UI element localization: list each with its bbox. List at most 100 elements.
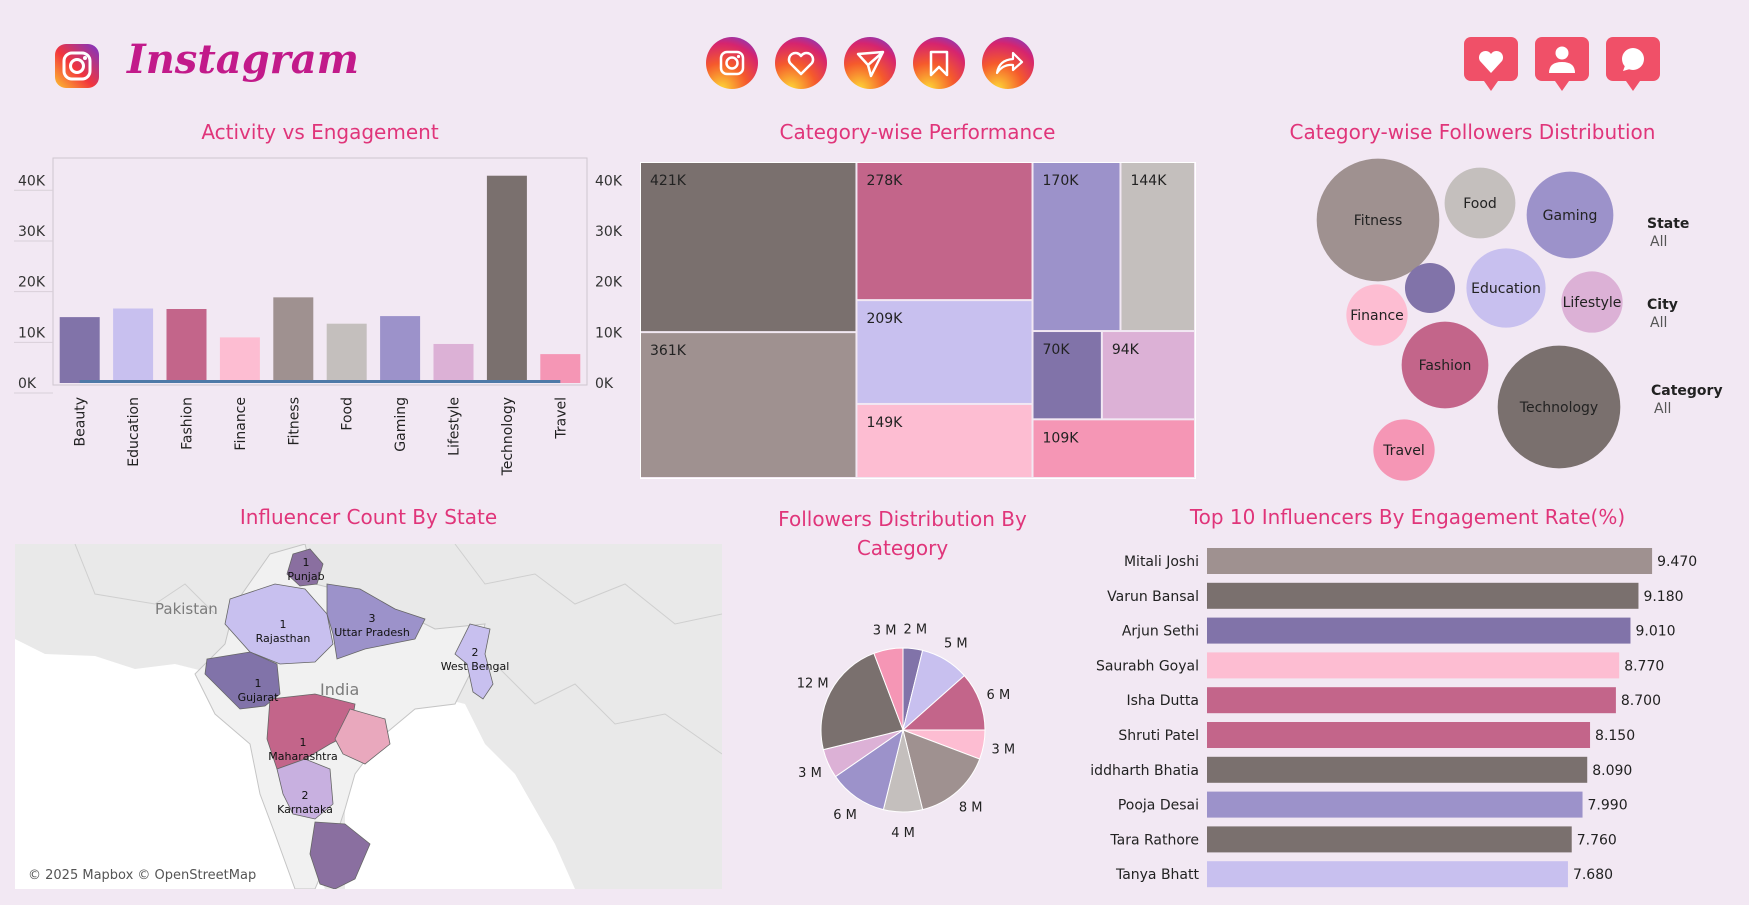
activity-bar-gaming[interactable]	[380, 316, 421, 383]
top10-value: 9.010	[1635, 624, 1675, 640]
activity-bar-travel[interactable]	[540, 354, 581, 383]
bubble-gaming[interactable]	[1526, 171, 1614, 259]
top10-value: 9.470	[1657, 554, 1697, 570]
map-country-label: India	[320, 680, 360, 699]
top10-name: Isha Dutta	[1126, 693, 1199, 709]
pie-slice-label: 6 M	[833, 808, 857, 823]
top10-bar[interactable]	[1207, 791, 1583, 818]
comment-badge-icon[interactable]	[1606, 37, 1660, 91]
map-canvas	[15, 544, 722, 889]
send-icon[interactable]	[844, 37, 896, 89]
bubble-food[interactable]	[1444, 167, 1516, 239]
treemap-tile-food[interactable]	[1121, 163, 1194, 331]
bubble-lifestyle[interactable]	[1561, 271, 1623, 333]
bubble-technology[interactable]	[1497, 345, 1621, 469]
treemap-tile-label: 149K	[866, 415, 903, 431]
pie-slice-label: 3 M	[798, 766, 822, 781]
map-label-gujarat: 1 Gujarat	[208, 677, 308, 705]
pie-slice-travel[interactable]	[873, 647, 904, 731]
activity-plot-frame	[52, 157, 588, 386]
activity-bar-education[interactable]	[113, 308, 154, 383]
filter-state[interactable]: State All	[1647, 216, 1689, 250]
treemap-tile-fashion[interactable]	[857, 163, 1032, 300]
activity-chart: 0K 0K 10K 10K 20K 20K 30K 30K 40K 40K Beauty Educat…	[14, 157, 623, 476]
state-map[interactable]: India Pakistan 1 Punjab 1 Rajasthan 3 Uttar P…	[15, 544, 722, 889]
pie-chart-title: Followers Distribution By Category	[778, 507, 1027, 560]
activity-bar-technology[interactable]	[486, 175, 527, 383]
bubble-label: Education	[1471, 281, 1541, 297]
bookmark-icon[interactable]	[913, 37, 965, 89]
activity-bar-fitness[interactable]	[273, 297, 314, 383]
state-west-bengal[interactable]	[454, 623, 494, 700]
activity-bar-finance[interactable]	[219, 337, 260, 383]
treemap-tile-technology[interactable]	[641, 163, 856, 332]
treemap-tile-fitness[interactable]	[641, 333, 856, 477]
map-label-state: Karnataka	[277, 803, 333, 816]
top10-bar[interactable]	[1207, 861, 1568, 888]
state-gujarat[interactable]	[204, 651, 281, 710]
top10-name: Mitali Joshi	[1124, 554, 1199, 570]
treemap-tile-label: 109K	[1043, 430, 1080, 446]
activity-bar-lifestyle[interactable]	[433, 343, 474, 383]
treemap-tile-gaming[interactable]	[1033, 163, 1120, 331]
top10-value: 8.150	[1595, 728, 1635, 744]
bubble-beauty[interactable]	[1404, 262, 1456, 314]
activity-bar-beauty[interactable]	[59, 317, 100, 383]
bubble-education[interactable]	[1466, 248, 1546, 328]
activity-chart-title: Activity vs Engagement	[201, 120, 439, 144]
map-label-state: Punjab	[287, 570, 325, 583]
state-uttar-pradesh[interactable]	[326, 583, 426, 660]
treemap-tile-finance[interactable]	[857, 404, 1032, 477]
heart-icon[interactable]	[775, 37, 827, 89]
top10-bar[interactable]	[1207, 756, 1588, 783]
bubble-travel[interactable]	[1373, 419, 1435, 481]
map-label-rajasthan: 1 Rajasthan	[233, 618, 333, 646]
filter-category-value[interactable]: All	[1654, 401, 1672, 417]
pie-slice-technology[interactable]	[820, 652, 904, 751]
instagram-icon[interactable]	[706, 37, 758, 89]
top10-bar[interactable]	[1207, 548, 1653, 574]
top10-name: Tanya Bhatt	[1115, 867, 1200, 883]
top10-bar[interactable]	[1207, 582, 1639, 609]
share-icon[interactable]	[982, 37, 1034, 89]
top10-bar[interactable]	[1207, 652, 1620, 679]
treemap-tile-education[interactable]	[857, 301, 1032, 403]
filter-city-value[interactable]: All	[1650, 315, 1668, 331]
activity-bar-fashion[interactable]	[166, 309, 207, 383]
top10-bar[interactable]	[1207, 617, 1631, 644]
top10-value: 7.680	[1573, 867, 1613, 883]
map-label-punjab: 1 Punjab	[256, 556, 356, 584]
filter-city[interactable]: City All	[1647, 297, 1678, 331]
pie-slice-label: 6 M	[987, 688, 1011, 703]
activity-bar-food[interactable]	[326, 323, 367, 383]
map-label-count: 2	[301, 789, 309, 802]
bubble-fitness[interactable]	[1316, 158, 1440, 282]
state-punjab[interactable]	[286, 548, 324, 587]
activity-y-tick-right: 40K	[595, 173, 623, 189]
activity-y-tick-left: 0K	[18, 376, 37, 392]
top10-bar[interactable]	[1207, 722, 1591, 748]
treemap-tile-lifestyle[interactable]	[1102, 332, 1194, 419]
activity-y-tick-left: 30K	[18, 224, 46, 240]
filter-state-value[interactable]: All	[1650, 234, 1668, 250]
pie-slice-label: 12 M	[797, 677, 829, 692]
bubble-fashion[interactable]	[1401, 321, 1489, 409]
pie-slice-fitness[interactable]	[902, 729, 981, 811]
heart-badge-icon[interactable]	[1464, 37, 1518, 91]
activity-y-tick-right: 20K	[595, 275, 623, 291]
top10-bar[interactable]	[1207, 687, 1616, 714]
bubble-finance[interactable]	[1346, 284, 1408, 346]
map-credit: © 2025 Mapbox © OpenStreetMap	[24, 867, 261, 884]
activity-x-tick: Food	[340, 397, 356, 431]
user-badge-icon[interactable]	[1535, 37, 1589, 91]
top10-bar[interactable]	[1207, 826, 1572, 853]
state-telangana	[334, 708, 391, 765]
filter-category[interactable]: Category All	[1651, 383, 1723, 417]
treemap-tile-travel[interactable]	[1033, 420, 1194, 477]
treemap-tile-beauty[interactable]	[1033, 332, 1101, 419]
state-maharashtra[interactable]	[266, 693, 356, 770]
map-label-count: 1	[299, 736, 307, 749]
state-karnataka[interactable]	[276, 758, 334, 820]
state-rajasthan[interactable]	[224, 583, 334, 665]
filter-state-label: State	[1647, 216, 1690, 232]
